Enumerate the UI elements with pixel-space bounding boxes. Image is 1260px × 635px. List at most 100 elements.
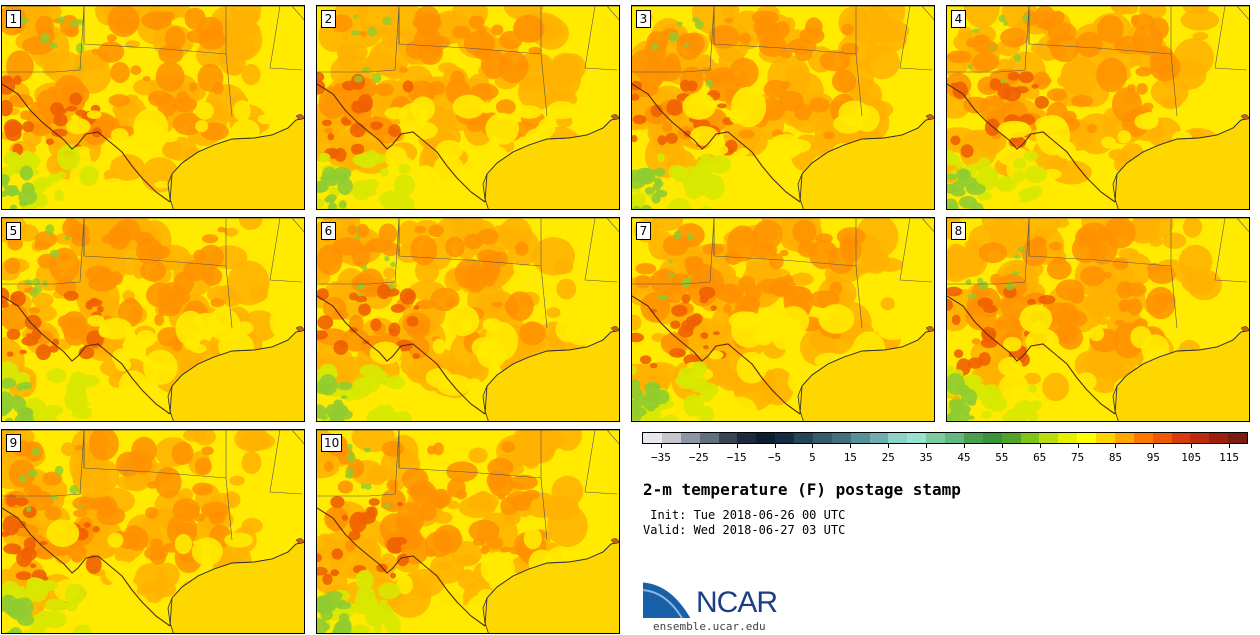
member-number-label: 10 bbox=[321, 434, 343, 452]
member-number-label: 5 bbox=[6, 222, 21, 240]
colorbar-tick-label: −35 bbox=[651, 451, 671, 464]
colorbar-swatch bbox=[794, 433, 813, 443]
colorbar-tick-label: −25 bbox=[688, 451, 709, 464]
temperature-colorbar bbox=[642, 432, 1248, 444]
ncar-logo-icon bbox=[642, 579, 694, 619]
colorbar-swatch bbox=[888, 433, 908, 443]
colorbar-swatch bbox=[1039, 433, 1059, 443]
run-info: Init: Tue 2018-06-26 00 UTC Valid: Wed 2… bbox=[643, 508, 845, 538]
colorbar-tick-label: 15 bbox=[843, 451, 857, 464]
member-number-label: 6 bbox=[321, 222, 336, 240]
colorbar-swatch bbox=[1096, 433, 1115, 443]
temperature-map bbox=[2, 6, 304, 209]
colorbar-swatch bbox=[775, 433, 794, 443]
colorbar-tick-label: 85 bbox=[1108, 451, 1123, 464]
member-panel-2: 2 bbox=[316, 5, 620, 210]
member-panel-6: 6 bbox=[316, 217, 620, 422]
colorbar-swatch bbox=[1171, 433, 1191, 443]
colorbar-tick-label: 55 bbox=[995, 451, 1009, 464]
colorbar-tick-label: 115 bbox=[1219, 451, 1239, 464]
colorbar-swatch bbox=[1001, 433, 1021, 443]
colorbar-swatch bbox=[1020, 433, 1040, 443]
colorbar-tick bbox=[1191, 443, 1193, 448]
ncar-logo-text: NCAR bbox=[696, 586, 778, 619]
colorbar-swatch bbox=[812, 433, 832, 443]
colorbar-tick bbox=[660, 443, 662, 448]
colorbar-swatch bbox=[945, 433, 964, 443]
colorbar-tick-label: 65 bbox=[1033, 451, 1047, 464]
colorbar-tick bbox=[1077, 443, 1079, 448]
colorbar-swatch bbox=[1209, 433, 1229, 443]
colorbar-tick bbox=[1229, 443, 1231, 448]
temperature-map bbox=[317, 218, 619, 421]
colorbar-swatch bbox=[869, 433, 889, 443]
chart-title: 2-m temperature (F) postage stamp bbox=[643, 480, 961, 499]
colorbar-tick bbox=[774, 443, 776, 448]
valid-time: Valid: Wed 2018-06-27 03 UTC bbox=[643, 523, 846, 537]
temperature-map bbox=[317, 6, 619, 209]
member-panel-10: 10 bbox=[316, 429, 620, 634]
colorbar-tick-label: 95 bbox=[1146, 451, 1160, 464]
colorbar-swatch bbox=[1133, 433, 1153, 443]
colorbar-swatch bbox=[963, 433, 983, 443]
member-panel-1: 1 bbox=[1, 5, 305, 210]
colorbar-swatch bbox=[737, 433, 757, 443]
colorbar-swatch bbox=[982, 433, 1002, 443]
temperature-map bbox=[947, 6, 1249, 209]
member-panel-8: 8 bbox=[946, 217, 1250, 422]
colorbar-swatch bbox=[1058, 433, 1078, 443]
colorbar-tick bbox=[1153, 443, 1155, 448]
colorbar-swatch bbox=[1228, 433, 1247, 443]
member-number-label: 9 bbox=[6, 434, 21, 452]
temperature-map bbox=[632, 6, 934, 209]
colorbar-tick bbox=[963, 443, 965, 448]
colorbar-swatch bbox=[643, 433, 662, 443]
colorbar-swatch bbox=[850, 433, 870, 443]
colorbar-tick-label: 45 bbox=[957, 451, 971, 464]
member-number-label: 4 bbox=[951, 10, 966, 28]
colorbar-tick-label: −15 bbox=[726, 451, 747, 464]
colorbar-swatch bbox=[831, 433, 851, 443]
colorbar-swatch bbox=[1152, 433, 1172, 443]
colorbar-swatch bbox=[718, 433, 738, 443]
colorbar-tick-label: 75 bbox=[1070, 451, 1085, 464]
temperature-map bbox=[317, 430, 619, 633]
colorbar-tick bbox=[888, 443, 890, 448]
colorbar-tick bbox=[812, 443, 814, 448]
colorbar-tick-label: −5 bbox=[767, 451, 782, 464]
member-number-label: 3 bbox=[636, 10, 651, 28]
member-panel-5: 5 bbox=[1, 217, 305, 422]
member-number-label: 7 bbox=[636, 222, 651, 240]
colorbar-swatch bbox=[756, 433, 776, 443]
colorbar-tick-label: 25 bbox=[881, 451, 895, 464]
colorbar-ticks: −35 −25 −15 −5 5 15 25 35 45 55 65 75 85 95 105 115 bbox=[642, 443, 1248, 465]
temperature-map bbox=[947, 218, 1249, 421]
colorbar-swatch bbox=[907, 433, 927, 443]
colorbar-tick bbox=[1001, 443, 1003, 448]
member-panel-3: 3 bbox=[631, 5, 935, 210]
member-number-label: 2 bbox=[321, 10, 336, 28]
colorbar-swatch bbox=[926, 433, 945, 443]
member-number-label: 8 bbox=[951, 222, 966, 240]
colorbar-tick bbox=[1115, 443, 1117, 448]
member-panel-9: 9 bbox=[1, 429, 305, 634]
colorbar-swatch bbox=[661, 433, 681, 443]
colorbar-tick bbox=[698, 443, 700, 448]
temperature-map bbox=[2, 218, 304, 421]
colorbar-tick-label: 35 bbox=[919, 451, 933, 464]
colorbar-tick bbox=[736, 443, 738, 448]
ensemble-url: ensemble.ucar.edu bbox=[653, 620, 766, 633]
colorbar-swatch bbox=[1190, 433, 1210, 443]
colorbar-swatch bbox=[699, 433, 719, 443]
member-panel-4: 4 bbox=[946, 5, 1250, 210]
colorbar-tick-label: 5 bbox=[809, 451, 816, 464]
temperature-map bbox=[632, 218, 934, 421]
colorbar-tick bbox=[926, 443, 928, 448]
temperature-map bbox=[2, 430, 304, 633]
init-time: Init: Tue 2018-06-26 00 UTC bbox=[643, 508, 846, 522]
colorbar-swatch bbox=[1077, 433, 1096, 443]
colorbar-tick bbox=[850, 443, 852, 448]
colorbar-tick-label: 105 bbox=[1181, 451, 1202, 464]
colorbar-swatch bbox=[1114, 433, 1134, 443]
colorbar-swatch bbox=[680, 433, 700, 443]
